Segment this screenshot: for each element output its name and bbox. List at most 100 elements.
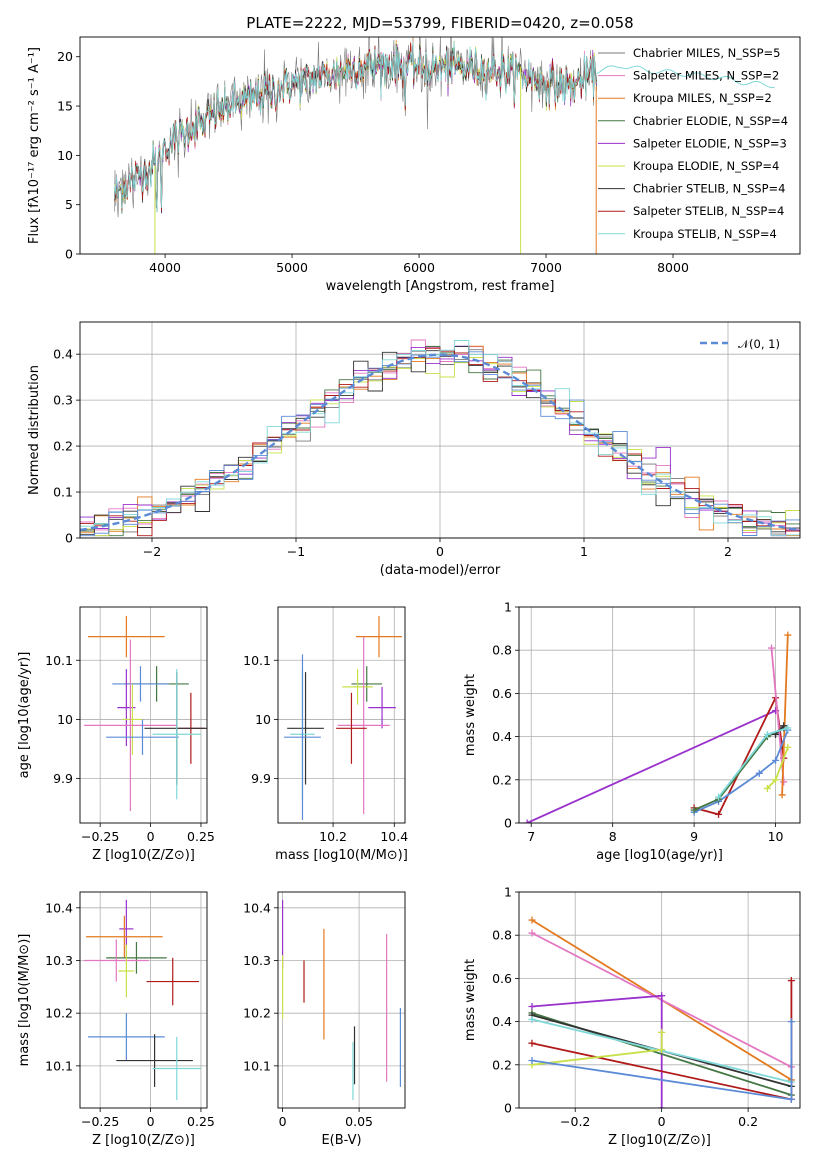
panel-residuals: −2 −1 0 1 2 0 0.1 0.2 0.3 0.4 (data-model)/error No… (27, 321, 801, 578)
weight-marker (715, 793, 723, 801)
legend-label: Chabrier STELIB, N_SSP=4 (633, 182, 785, 196)
x-tick-label: 0.2 (738, 1114, 758, 1129)
y-tick-label: 0.8 (492, 643, 512, 658)
x-tick-label: 8000 (657, 260, 689, 275)
x-axis-label: Z [log10(Z/Z⊙)] (92, 848, 195, 863)
panel-age_vs_mass: 10.2 10.4 9.9 10 10.1 mass [log10(M/M⊙)] (243, 606, 408, 863)
y-tick-label: 10 (57, 148, 73, 163)
weight-marker (780, 778, 788, 786)
y-tick-label: 9.9 (251, 771, 271, 786)
x-tick-label: 0 (147, 1114, 155, 1129)
x-axis-label: wavelength [Angstrom, rest frame] (326, 279, 555, 294)
legend-label: Kroupa ELODIE, N_SSP=4 (633, 159, 779, 173)
weight-series-1 (693, 694, 785, 816)
axes-frame (277, 891, 406, 1109)
weight-marker (528, 929, 536, 937)
data-point (152, 1036, 201, 1101)
y-tick-label: 1 (504, 885, 512, 900)
data-point (112, 666, 169, 702)
data-point (337, 636, 390, 815)
y-tick-label: 0.3 (53, 393, 73, 408)
y-tick-label: 0.2 (53, 439, 73, 454)
data-point (86, 915, 163, 958)
gridlines (80, 892, 207, 1108)
y-axis-label: mass weight (463, 674, 478, 756)
weight-marker (763, 730, 771, 738)
x-tick-label: 0.25 (187, 829, 215, 844)
axes-frame (79, 891, 208, 1109)
data-point (118, 944, 135, 998)
y-tick-label: 0 (504, 816, 512, 831)
weight-marker (784, 631, 792, 639)
y-tick-label: 0.4 (53, 347, 73, 362)
x-tick-label: 0 (658, 1114, 666, 1129)
y-tick-label: 15 (57, 99, 73, 114)
data-point (116, 1034, 193, 1087)
x-tick-label: 6000 (403, 260, 435, 275)
y-axis-label: age [log10(age/yr)] (17, 652, 32, 779)
y-tick-label: 0.8 (492, 928, 512, 943)
weight-marker (763, 784, 771, 792)
axes: 0 0.05 10.1 10.2 10.3 10.4 E(B-V) (243, 891, 406, 1148)
y-tick-label: 0.4 (492, 729, 512, 744)
y-tick-label: 0.2 (492, 1057, 512, 1072)
spectrum-model-red (596, 65, 775, 89)
axes-frame (518, 891, 801, 1109)
weight-marker (528, 1039, 536, 1047)
axes-frame (277, 606, 406, 824)
panel-mass_vs_Z: −0.25 0 0.25 10.1 10.2 10.3 10.4 Z [log10(Z/Z⊙)… (17, 891, 215, 1148)
x-axis-label: Z [log10(Z/Z⊙)] (92, 1133, 195, 1148)
y-tick-label: 0 (65, 531, 73, 546)
x-tick-label: 0.05 (345, 1114, 373, 1129)
weight-marker (658, 1104, 666, 1108)
y-tick-label: 10.2 (243, 1006, 271, 1021)
weight-marker (528, 1015, 536, 1023)
x-tick-label: 2 (724, 544, 732, 559)
x-tick-label: 0 (279, 1114, 287, 1129)
weight-marker (658, 1046, 666, 1054)
plot-area (113, 37, 775, 254)
axes: −0.25 0 0.25 10.1 10.2 10.3 10.4 Z [log10(Z/Z⊙)… (17, 891, 215, 1148)
spectrum-line-8 (113, 40, 597, 213)
x-tick-label: 0 (436, 544, 444, 559)
x-tick-label: −0.25 (81, 829, 119, 844)
histogram-series-8 (80, 340, 800, 538)
y-tick-label: 0.6 (492, 686, 512, 701)
data-point (152, 669, 201, 800)
panel-spectrum: 4000 5000 6000 7000 8000 0 5 10 15 20 PLATE=2222, … (27, 14, 801, 294)
y-tick-label: 9.9 (53, 771, 73, 786)
plot-area (284, 615, 402, 821)
axes: 7 8 9 10 0 0.2 0.4 0.6 0.8 1 age [log10(age/yr)] ma… (463, 600, 801, 863)
x-axis-label: E(B-V) (321, 1133, 361, 1148)
gridlines (519, 891, 800, 1109)
weight-marker (767, 644, 775, 652)
x-tick-label: 5000 (276, 260, 308, 275)
y-tick-label: 10 (57, 712, 73, 727)
y-tick-label: 0 (504, 1101, 512, 1116)
legend-label: 𝒩(0, 1) (738, 337, 780, 351)
x-axis-label: age [log10(age/yr)] (596, 848, 723, 863)
panel-weight_vs_age: 7 8 9 10 0 0.2 0.4 0.6 0.8 1 age [log10(age/yr)] ma… (463, 600, 801, 863)
x-tick-label: 10 (768, 829, 784, 844)
x-tick-label: 4000 (149, 260, 181, 275)
data-point (84, 939, 149, 982)
weight-marker (715, 810, 723, 818)
y-tick-label: 10.1 (243, 1058, 271, 1073)
legend-label: Chabrier ELODIE, N_SSP=4 (633, 114, 788, 128)
axes: −0.25 0 0.25 9.9 10 10.1 Z [log10(Z/Z⊙)] age [l… (17, 606, 215, 863)
weight-marker (787, 977, 795, 985)
plot-area (80, 339, 800, 538)
y-tick-label: 10.1 (45, 1058, 73, 1073)
weight-marker (528, 1056, 536, 1064)
y-tick-label: 20 (57, 49, 73, 64)
y-axis-label: mass [log10(M/M⊙)] (17, 934, 32, 1067)
y-tick-label: 10.1 (243, 653, 271, 668)
weight-marker (528, 916, 536, 924)
y-tick-label: 10.1 (45, 653, 73, 668)
weight-marker (784, 724, 792, 732)
data-point (368, 686, 396, 729)
weight-marker (528, 1002, 536, 1010)
plot-area (281, 899, 402, 1101)
y-tick-label: 0.1 (53, 485, 73, 500)
weight-marker (772, 756, 780, 764)
